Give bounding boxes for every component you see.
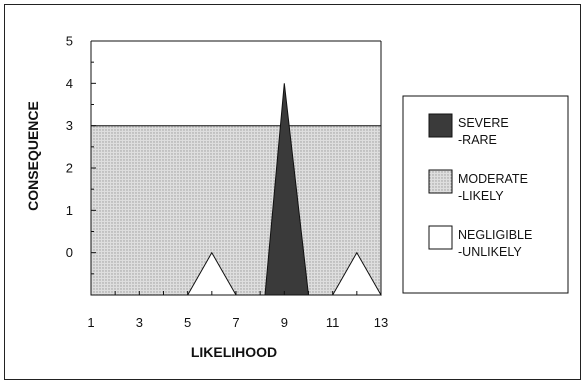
y-tick-label: 3 — [66, 118, 73, 133]
x-tick-label: 5 — [184, 315, 191, 330]
legend: SEVERE -RARE MODERATE -LIKELY NEGLIGIBLE -UNL… — [402, 95, 569, 294]
plot-regions — [90, 83, 382, 296]
x-axis-title: LIKELIHOOD — [191, 344, 277, 360]
x-tick-label: 7 — [232, 315, 239, 330]
x-tick-label: 1 — [87, 315, 94, 330]
legend-label-severe: SEVERE — [458, 116, 509, 130]
chart-frame — [4, 4, 581, 380]
x-tick-label: 11 — [326, 315, 340, 330]
x-tick-label: 9 — [281, 315, 288, 330]
y-axis-title: CONSEQUENCE — [25, 101, 41, 211]
y-tick-label: 4 — [66, 76, 73, 91]
legend-label-moderate: MODERATE — [458, 172, 528, 186]
y-tick-label: 1 — [66, 203, 73, 218]
legend-swatch-negligible — [428, 225, 453, 250]
y-tick-label: 0 — [66, 245, 73, 260]
x-tick-label: 3 — [136, 315, 143, 330]
y-tick-label: 2 — [66, 161, 73, 176]
legend-sublabel-moderate: -LIKELY — [458, 189, 504, 203]
legend-swatch-moderate — [428, 169, 453, 194]
legend-label-negligible: NEGLIGIBLE — [458, 228, 532, 242]
y-tick-label: 5 — [66, 34, 73, 49]
region-moderate-0 — [90, 125, 382, 296]
x-tick-label: 13 — [374, 315, 388, 330]
legend-sublabel-severe: -RARE — [458, 133, 497, 147]
legend-sublabel-negligible: -UNLIKELY — [458, 245, 522, 259]
axes — [90, 40, 382, 296]
legend-swatch-severe — [428, 113, 453, 138]
